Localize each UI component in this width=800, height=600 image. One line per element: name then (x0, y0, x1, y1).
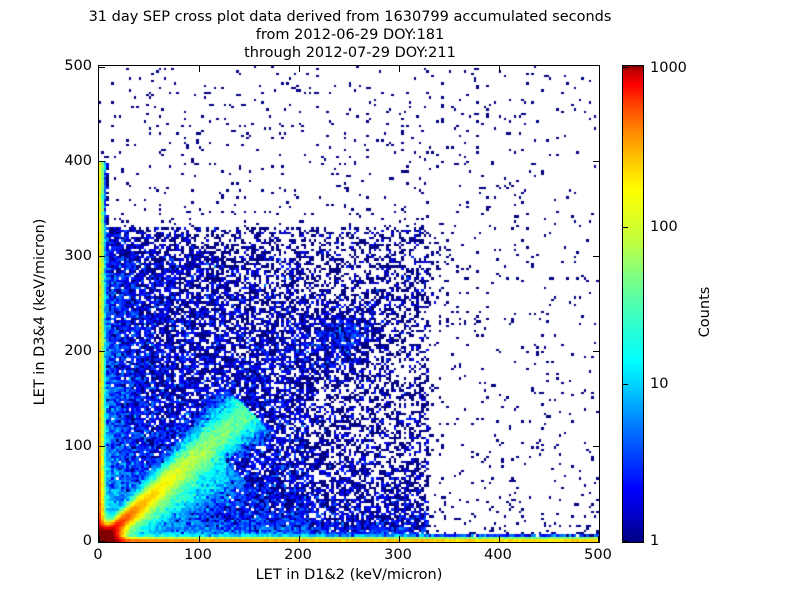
x-axis-label-400: 400 (484, 547, 512, 563)
x-tick-300 (399, 536, 400, 542)
x-tick-top-300 (399, 66, 400, 72)
x-axis-label-200: 200 (284, 547, 312, 563)
colorbar-label-100: 100 (650, 219, 678, 235)
x-tick-top-100 (199, 66, 200, 72)
x-tick-400 (499, 536, 500, 542)
colorbar[interactable] (622, 65, 644, 543)
x-tick-0 (99, 536, 100, 542)
y-axis-label-200: 200 (64, 343, 92, 359)
colorbar-label-10: 10 (650, 376, 669, 392)
colorbar-tick-10 (623, 384, 628, 385)
y-tick-right-300 (593, 256, 599, 257)
x-axis-label-0: 0 (93, 547, 103, 563)
colorbar-title: Counts (697, 286, 713, 338)
y-tick-500 (99, 67, 105, 68)
x-axis-label-500: 500 (584, 547, 612, 563)
plot-axes[interactable] (98, 65, 600, 543)
colorbar-tick-1000 (623, 67, 628, 68)
x-tick-200 (299, 536, 300, 542)
title-line-1: 31 day SEP cross plot data derived from … (88, 9, 612, 25)
y-tick-right-100 (593, 446, 599, 447)
colorbar-tick-1 (623, 541, 628, 542)
colorbar-tick-100 (623, 227, 628, 228)
y-tick-0 (99, 541, 105, 542)
y-tick-300 (99, 256, 105, 257)
x-tick-100 (199, 536, 200, 542)
y-tick-400 (99, 161, 105, 162)
y-tick-200 (99, 351, 105, 352)
density-scatter-canvas (99, 66, 599, 542)
y-axis-label-300: 300 (64, 248, 92, 264)
x-tick-top-200 (299, 66, 300, 72)
title-line-3: through 2012-07-29 DOY:211 (244, 45, 456, 61)
y-axis-title: LET in D3&4 (keV/micron) (32, 218, 48, 406)
x-tick-top-400 (499, 66, 500, 72)
x-axis-label-300: 300 (384, 547, 412, 563)
y-axis-label-0: 0 (82, 533, 92, 549)
y-tick-right-200 (593, 351, 599, 352)
y-axis-label-500: 500 (64, 58, 92, 74)
colorbar-label-1: 1 (650, 533, 660, 549)
title-line-2: from 2012-06-29 DOY:181 (255, 27, 445, 43)
x-tick-500 (598, 536, 599, 542)
y-axis-label-100: 100 (64, 438, 92, 454)
y-tick-100 (99, 446, 105, 447)
chart-title: 31 day SEP cross plot data derived from … (0, 8, 700, 62)
y-tick-right-400 (593, 161, 599, 162)
y-axis-label-400: 400 (64, 153, 92, 169)
x-axis-title: LET in D1&2 (keV/micron) (255, 567, 443, 583)
colorbar-label-1000: 1000 (650, 60, 687, 76)
x-axis-label-100: 100 (184, 547, 212, 563)
